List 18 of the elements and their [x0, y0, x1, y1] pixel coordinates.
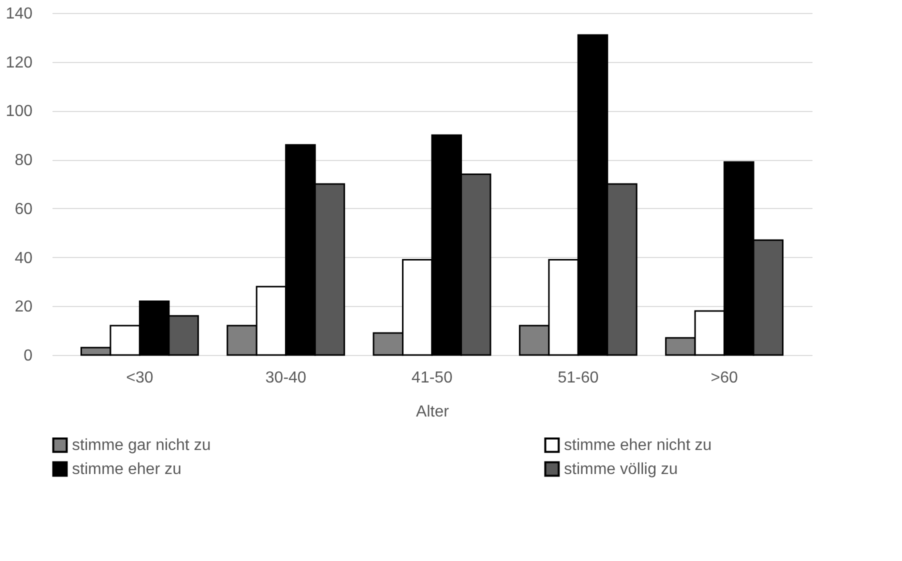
legend-label: stimme gar nicht zu	[72, 437, 211, 454]
y-tick-label: 60	[14, 200, 33, 218]
x-tick-label: 41-50	[412, 370, 453, 386]
x-tick-label: 51-60	[558, 370, 599, 386]
x-tick-label: <30	[126, 370, 154, 386]
legend-label: stimme eher zu	[72, 461, 182, 478]
y-tick-label: 80	[14, 152, 33, 170]
legend-label: stimme völlig zu	[564, 461, 678, 478]
x-tick-label: 30-40	[265, 370, 306, 386]
y-tick-label: 20	[14, 298, 33, 316]
y-tick-label: 120	[6, 54, 33, 72]
y-tick-label: 100	[6, 103, 33, 120]
x-axis-title: Alter	[416, 404, 450, 420]
y-tick-label: 140	[6, 6, 33, 22]
legend-label: stimme eher nicht zu	[564, 437, 712, 454]
x-tick-label: >60	[710, 370, 738, 386]
y-tick-label: 40	[14, 250, 33, 267]
y-tick-label: 0	[24, 348, 33, 364]
